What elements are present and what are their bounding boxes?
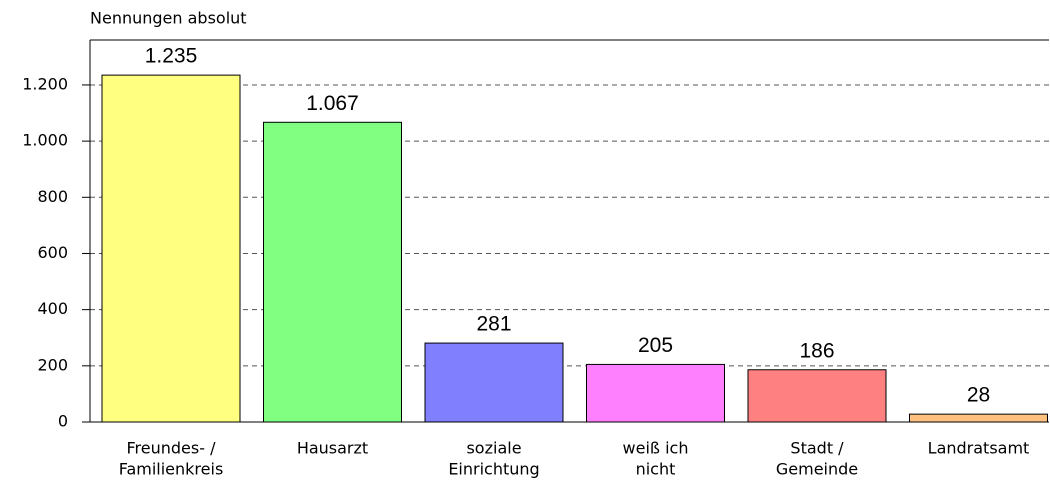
x-tick-label: Familienkreis <box>119 460 224 479</box>
y-tick-label: 800 <box>37 187 68 206</box>
x-tick-label: soziale <box>466 439 521 458</box>
value-label: 281 <box>476 313 511 336</box>
bar <box>747 369 887 423</box>
bar <box>101 74 241 423</box>
x-tick-label: weiß ich <box>623 439 689 458</box>
x-tick-label: Freundes- / <box>127 439 217 458</box>
value-label: 28 <box>967 384 990 407</box>
bar <box>909 413 1048 423</box>
x-tick-label: nicht <box>636 460 676 479</box>
bar <box>263 121 402 423</box>
x-tick-label: Stadt / <box>790 439 844 458</box>
value-label: 205 <box>638 334 673 357</box>
y-tick-label: 0 <box>58 412 68 431</box>
y-tick-label: 1.200 <box>22 74 68 93</box>
value-label: 1.235 <box>145 45 198 68</box>
y-tick-label: 1.000 <box>22 131 68 150</box>
x-tick-label: Einrichtung <box>448 460 539 479</box>
bar <box>424 342 564 423</box>
bar <box>586 363 725 423</box>
y-axis-label: Nennungen absolut <box>90 9 247 28</box>
value-label: 1.067 <box>306 92 359 115</box>
x-tick-label: Hausarzt <box>297 439 368 458</box>
x-tick-label: Gemeinde <box>776 460 858 479</box>
y-tick-label: 200 <box>37 355 68 374</box>
x-tick-label: Landratsamt <box>928 439 1030 458</box>
value-label: 186 <box>799 339 834 362</box>
y-tick-label: 400 <box>37 299 68 318</box>
y-tick-label: 600 <box>37 243 68 262</box>
